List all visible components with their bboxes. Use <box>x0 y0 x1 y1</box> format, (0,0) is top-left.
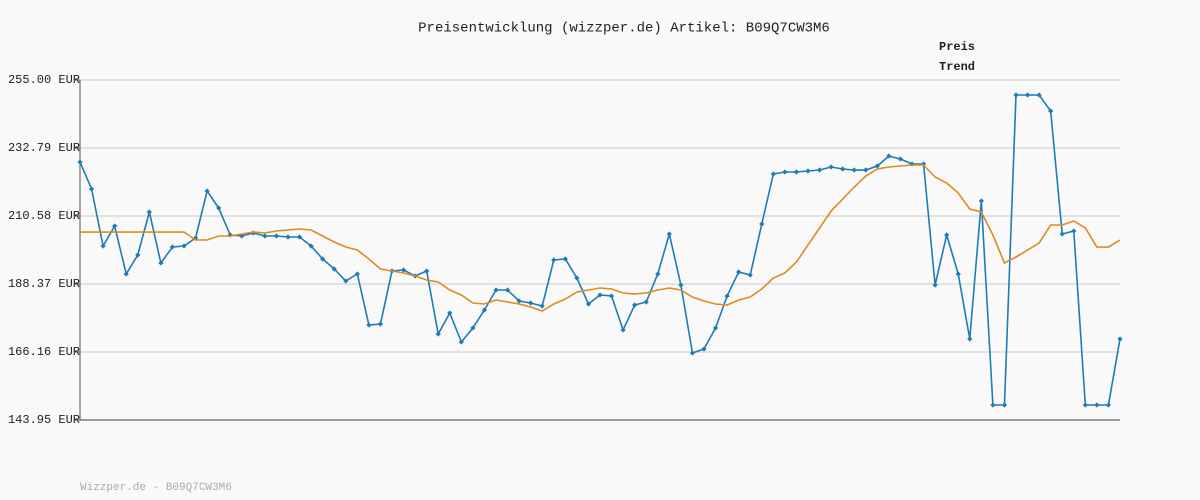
point <box>632 302 638 308</box>
point <box>782 169 788 175</box>
point <box>585 301 592 307</box>
point <box>701 346 707 352</box>
point <box>643 299 649 305</box>
point <box>493 287 499 293</box>
point <box>886 153 892 159</box>
point <box>793 169 800 175</box>
point <box>770 171 776 177</box>
point <box>539 303 545 309</box>
point <box>805 168 811 174</box>
point <box>354 271 360 277</box>
point <box>1094 402 1100 408</box>
point <box>990 402 996 408</box>
point <box>1001 402 1008 408</box>
point <box>366 322 372 328</box>
point <box>620 327 626 333</box>
footer: Wizzper.de - B09Q7CW3M6 <box>80 482 232 494</box>
point <box>112 223 118 229</box>
point <box>1117 336 1123 342</box>
point <box>562 256 568 262</box>
point <box>77 159 83 165</box>
point <box>204 188 210 194</box>
point <box>1082 402 1088 408</box>
legend-label: Preis <box>939 40 975 54</box>
point <box>689 350 696 356</box>
y-tick-label: 232.79 EUR <box>8 141 80 155</box>
point <box>597 292 603 298</box>
point <box>736 269 742 275</box>
point <box>447 310 453 316</box>
line-series <box>79 94 1121 406</box>
point <box>828 164 834 170</box>
y-tick-label: 210.58 EUR <box>8 209 80 223</box>
point <box>863 167 869 173</box>
point <box>308 243 314 249</box>
point <box>516 298 522 304</box>
point <box>666 231 672 237</box>
point <box>400 267 407 273</box>
point <box>747 272 753 278</box>
point <box>1036 92 1042 98</box>
point <box>181 243 187 249</box>
point <box>88 186 95 192</box>
y-tick-label: 255.00 EUR <box>8 73 80 87</box>
point <box>123 271 129 277</box>
point <box>678 282 684 288</box>
point <box>343 278 349 284</box>
point <box>712 325 719 331</box>
point <box>296 234 303 240</box>
point <box>897 156 904 162</box>
point <box>1024 92 1031 98</box>
point <box>377 321 384 327</box>
point <box>759 221 765 227</box>
point <box>816 167 823 173</box>
point <box>146 209 152 215</box>
point <box>967 336 973 342</box>
y-tick-label: 188.37 EUR <box>8 277 80 291</box>
line-series <box>80 164 1121 312</box>
point <box>1071 228 1077 234</box>
point <box>955 271 961 277</box>
point <box>331 266 337 272</box>
point <box>724 293 730 299</box>
point <box>424 268 430 274</box>
point <box>458 339 464 345</box>
point <box>435 331 441 337</box>
point <box>504 287 511 293</box>
point <box>1013 92 1019 98</box>
point <box>528 300 534 306</box>
point <box>840 166 846 172</box>
legend-label: Trend <box>939 60 975 74</box>
point <box>608 293 615 299</box>
chart-title: Preisentwicklung (wizzper.de) Artikel: B… <box>418 21 830 37</box>
point <box>1105 402 1112 408</box>
point <box>932 282 938 288</box>
point <box>1048 108 1054 114</box>
point <box>655 271 661 277</box>
point <box>551 257 557 263</box>
point <box>135 252 141 258</box>
point <box>320 256 326 262</box>
point <box>158 260 164 266</box>
point <box>273 233 280 239</box>
point <box>216 205 222 211</box>
point <box>169 244 176 250</box>
point <box>978 198 984 204</box>
point <box>470 325 476 331</box>
point <box>574 275 580 281</box>
point <box>944 232 950 238</box>
point <box>100 243 106 249</box>
point <box>481 307 488 313</box>
point <box>285 234 291 240</box>
point <box>851 167 857 173</box>
y-tick-label: 166.16 EUR <box>8 345 80 359</box>
point <box>262 233 268 239</box>
y-tick-label: 143.95 EUR <box>8 413 80 427</box>
point <box>1059 231 1065 237</box>
point <box>874 163 880 169</box>
